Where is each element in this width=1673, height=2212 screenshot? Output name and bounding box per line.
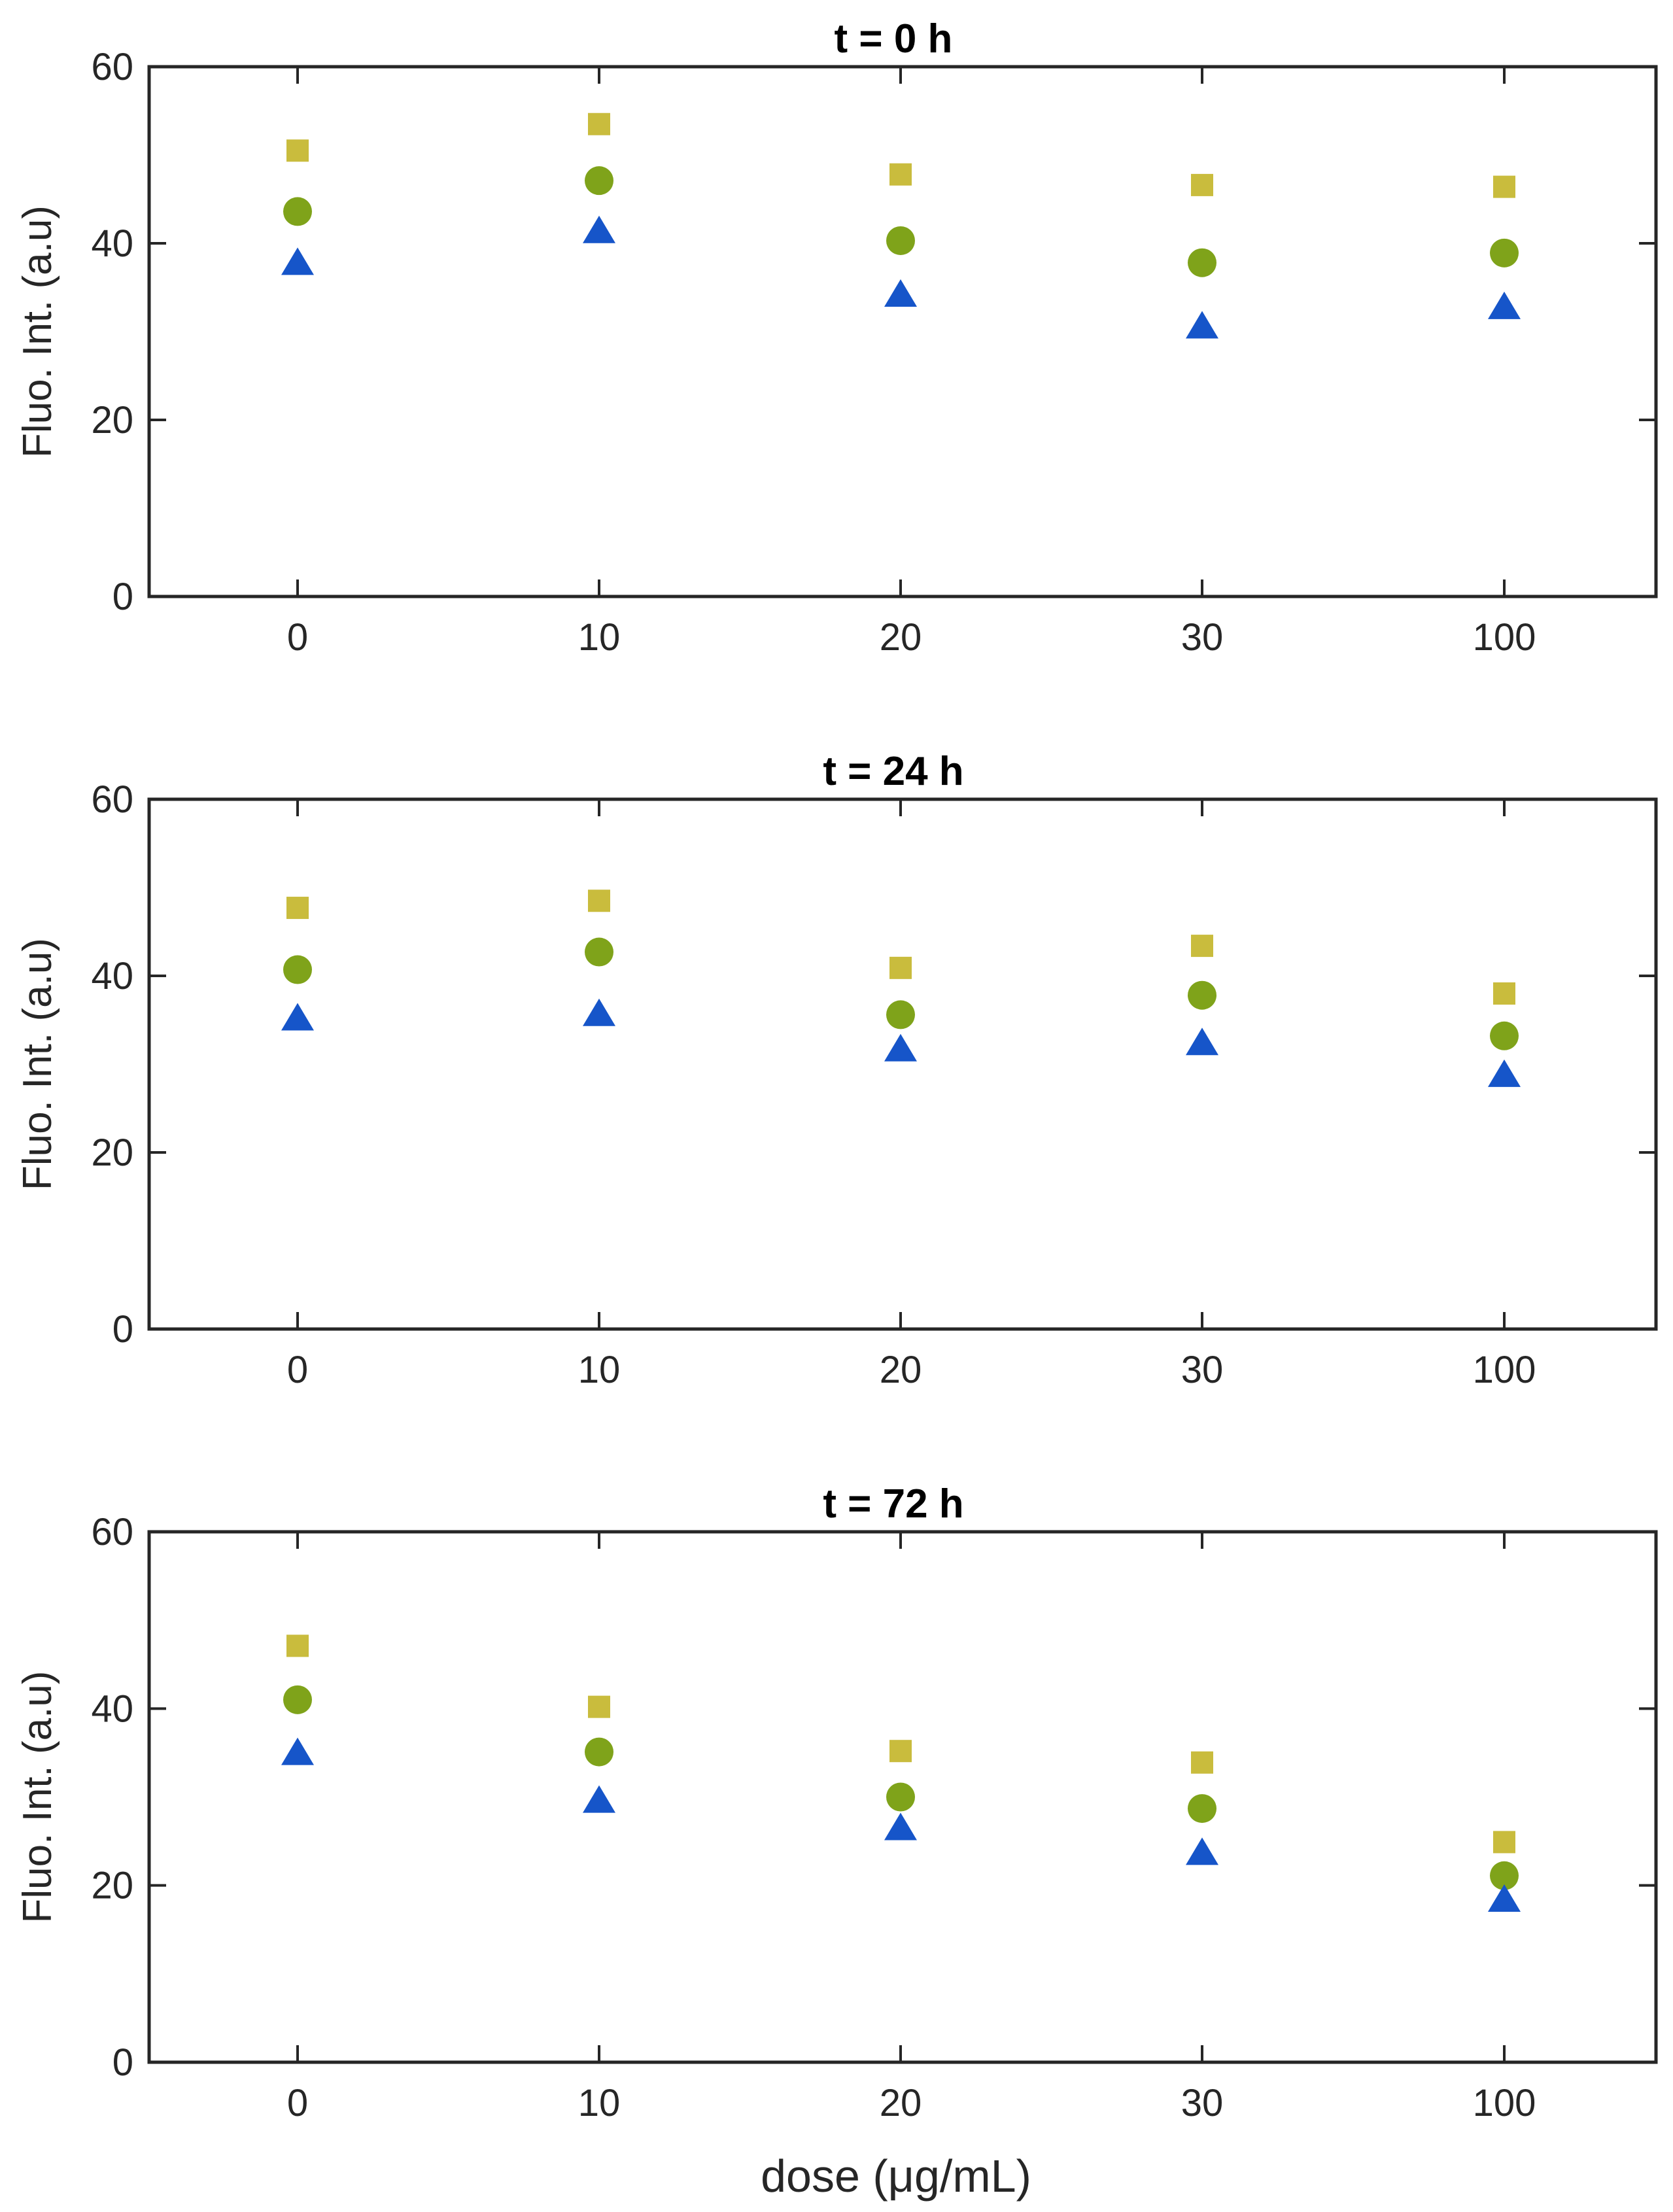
triangle-marker	[884, 279, 917, 307]
circle-marker	[1188, 980, 1216, 1010]
y-tick-label: 20	[91, 1132, 133, 1174]
triangle-marker	[1488, 291, 1521, 319]
circle-series	[283, 937, 1519, 1050]
circle-marker	[1490, 1021, 1519, 1050]
x-tick-label: 30	[1181, 2082, 1224, 2124]
square-marker	[588, 1695, 610, 1718]
y-axis-label: Fluo. Int. (a.u)	[15, 205, 60, 458]
triangle-marker	[884, 1812, 917, 1840]
x-tick-label: 10	[578, 1349, 621, 1391]
triangle-marker	[583, 998, 615, 1026]
y-axis-label: Fluo. Int. (a.u)	[15, 1671, 60, 1924]
circle-marker	[283, 197, 312, 226]
circle-marker	[1490, 238, 1519, 268]
x-tick-label: 100	[1473, 1349, 1536, 1391]
circle-series	[283, 166, 1519, 277]
triangle-marker	[583, 1785, 615, 1813]
panel-title: t = 72 h	[823, 1481, 963, 1527]
triangle-series	[281, 998, 1521, 1087]
y-tick-label: 20	[91, 399, 133, 441]
square-marker	[889, 163, 912, 186]
circle-marker	[585, 166, 613, 196]
circle-marker	[585, 937, 613, 967]
y-tick-label: 60	[91, 1511, 133, 1553]
triangle-marker	[583, 215, 615, 243]
square-marker	[889, 956, 912, 979]
square-marker	[1493, 1831, 1515, 1854]
square-marker	[286, 897, 309, 920]
circle-series	[283, 1685, 1519, 1890]
square-marker	[889, 1740, 912, 1763]
circle-marker	[283, 1685, 312, 1714]
x-tick-label: 20	[880, 2082, 922, 2124]
axes-frame	[147, 797, 1658, 1331]
square-marker	[286, 1634, 309, 1657]
circle-marker	[585, 1737, 613, 1767]
y-tick-label: 40	[91, 955, 133, 997]
triangle-marker	[1488, 1884, 1521, 1912]
x-tick-label: 30	[1181, 1349, 1224, 1391]
y-tick-label: 0	[112, 1308, 133, 1351]
triangle-marker	[1186, 1837, 1218, 1865]
y-tick-label: 40	[91, 1687, 133, 1730]
x-tick-label: 10	[578, 616, 621, 659]
triangle-series	[281, 1737, 1521, 1912]
y-tick-label: 20	[91, 1865, 133, 1907]
panel-2: t = 72 h Fluo. Int. (a.u) 0 20 40 60 0 10 20 30 10…	[15, 1481, 1658, 2202]
panel-title: t = 0 h	[835, 16, 953, 61]
square-marker	[588, 890, 610, 912]
square-series	[286, 890, 1515, 1005]
x-tick-label: 100	[1473, 616, 1536, 659]
circle-marker	[283, 955, 312, 984]
x-tick-label: 0	[287, 616, 308, 659]
square-marker	[286, 139, 309, 162]
y-axis-label: Fluo. Int. (a.u)	[15, 938, 60, 1190]
square-marker	[1493, 175, 1515, 198]
triangle-series	[281, 215, 1521, 339]
x-tick-label: 100	[1473, 2082, 1536, 2124]
x-tick-label: 20	[880, 1349, 922, 1391]
square-marker	[1191, 935, 1213, 958]
triangle-marker	[281, 1737, 314, 1765]
square-marker	[1493, 982, 1515, 1005]
x-tick-label: 0	[287, 1349, 308, 1391]
circle-marker	[1490, 1861, 1519, 1890]
triangle-marker	[884, 1033, 917, 1062]
panel-0: t = 0 h Fluo. Int. (a.u) 0 20 40 60 0 10 20 30 100	[15, 16, 1658, 659]
square-marker	[588, 112, 610, 135]
y-tick-label: 0	[112, 576, 133, 618]
circle-marker	[1188, 248, 1216, 277]
y-tick-label: 0	[112, 2041, 133, 2084]
x-tick-label: 20	[880, 616, 922, 659]
circle-marker	[886, 1000, 915, 1029]
panel-title: t = 24 h	[823, 749, 963, 794]
triangle-marker	[281, 1003, 314, 1031]
triangle-marker	[1186, 311, 1218, 339]
y-tick-label: 60	[91, 46, 133, 88]
circle-marker	[1188, 1794, 1216, 1823]
x-tick-label: 10	[578, 2082, 621, 2124]
y-tick-label: 60	[91, 778, 133, 821]
axes-frame	[147, 65, 1658, 598]
triangle-marker	[281, 247, 314, 275]
square-series	[286, 112, 1515, 198]
triangle-marker	[1488, 1059, 1521, 1087]
circle-marker	[886, 226, 915, 255]
square-marker	[1191, 1751, 1213, 1774]
square-marker	[1191, 173, 1213, 196]
square-series	[286, 1634, 1515, 1854]
x-axis-label: dose (μg/mL)	[761, 2151, 1031, 2202]
y-tick-label: 40	[91, 222, 133, 265]
axes-frame	[147, 1530, 1658, 2064]
circle-marker	[886, 1782, 915, 1812]
panel-1: t = 24 h Fluo. Int. (a.u) 0 20 40 60 0 10 20 30 10…	[15, 749, 1658, 1391]
x-tick-label: 0	[287, 2082, 308, 2124]
triangle-marker	[1186, 1028, 1218, 1056]
x-tick-label: 30	[1181, 616, 1224, 659]
